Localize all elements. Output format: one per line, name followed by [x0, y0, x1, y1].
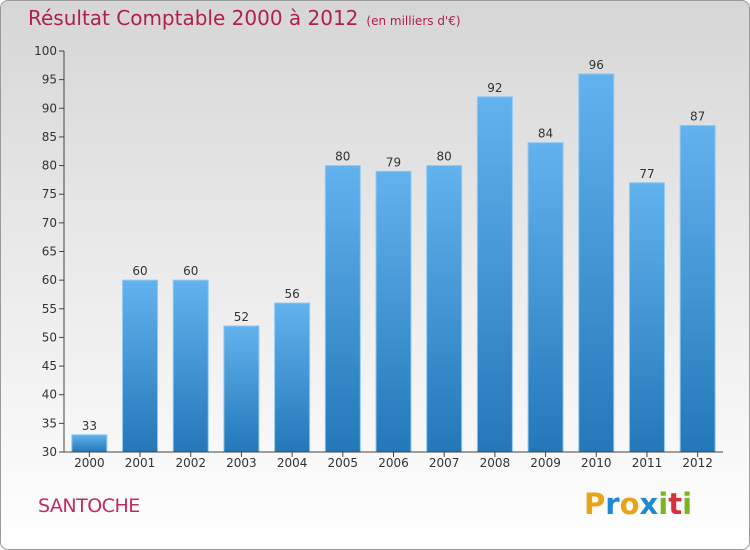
y-tick-label: 90	[42, 101, 57, 115]
bar-value-label: 60	[183, 264, 198, 278]
bar-2008[interactable]	[476, 96, 513, 453]
x-axis: 2000 2001 2002 2003 2004 2005 2006 2007 2008 2009…	[64, 451, 723, 470]
x-tick-label: 2003	[226, 456, 257, 470]
logo-letter: i	[682, 487, 693, 521]
chart-title: Résultat Comptable 2000 à 2012 (en millie…	[28, 6, 461, 30]
bar-value-label: 60	[132, 264, 147, 278]
x-tick-label: 2000	[74, 456, 105, 470]
x-tick-label: 2001	[125, 456, 156, 470]
y-tick-label: 95	[42, 73, 57, 87]
bar-value-label: 80	[335, 150, 350, 164]
y-tick-label: 70	[42, 216, 57, 230]
x-tick-label: 2005	[328, 456, 359, 470]
y-tick-label: 80	[42, 159, 57, 173]
y-tick-label: 30	[42, 445, 57, 459]
bar-2006[interactable]	[375, 170, 412, 453]
y-tick-label: 85	[42, 130, 57, 144]
logo-letter: t	[668, 487, 683, 521]
y-tick-label: 35	[42, 416, 57, 430]
y-axis: 30 35 40 45 50 55 60 65 70 75 80 85 90 95 100	[34, 44, 65, 459]
bar-2012[interactable]	[679, 124, 716, 453]
bar-value-label: 33	[82, 419, 97, 433]
bar-value-label: 52	[234, 310, 249, 324]
commune-name: SANTOCHE	[38, 495, 140, 517]
bar-value-label: 84	[538, 127, 553, 141]
logo-letter: P	[584, 487, 606, 521]
bar-value-label: 77	[639, 167, 654, 181]
y-tick-label: 40	[42, 388, 57, 402]
logo-letter: r	[605, 487, 620, 521]
x-tick-label: 2012	[682, 456, 713, 470]
x-tick-label: 2004	[277, 456, 308, 470]
y-tick-label: 45	[42, 359, 57, 373]
chart-unit: (en milliers d'€)	[366, 14, 461, 28]
x-tick-label: 2006	[378, 456, 409, 470]
bar-value-label: 56	[284, 287, 299, 301]
logo-letter: x	[639, 487, 659, 521]
bar-value-label: 92	[487, 81, 502, 95]
bar-2004[interactable]	[274, 302, 311, 453]
logo-letter: o	[619, 487, 640, 521]
bar-2002[interactable]	[172, 279, 209, 453]
x-tick-label: 2009	[530, 456, 561, 470]
x-tick-label: 2010	[581, 456, 612, 470]
x-tick-label: 2008	[480, 456, 511, 470]
y-tick-label: 100	[34, 44, 57, 58]
bar-value-label: 87	[690, 109, 705, 123]
bar-value-label: 80	[437, 150, 452, 164]
y-tick-label: 60	[42, 273, 57, 287]
bar-value-label: 79	[386, 155, 401, 169]
x-tick-label: 2011	[632, 456, 663, 470]
bar-2000[interactable]	[71, 434, 108, 453]
bar-2005[interactable]	[324, 165, 361, 453]
bar-2001[interactable]	[122, 279, 159, 453]
chart-title-text: Résultat Comptable 2000 à 2012	[28, 6, 359, 30]
bar-value-label: 96	[589, 58, 604, 72]
x-tick-label: 2002	[175, 456, 206, 470]
proxiti-logo[interactable]: Proxiti	[584, 487, 692, 521]
y-tick-label: 65	[42, 245, 57, 259]
logo-letter: i	[658, 487, 669, 521]
y-tick-label: 75	[42, 187, 57, 201]
bar-2011[interactable]	[628, 182, 665, 453]
bar-2007[interactable]	[426, 165, 463, 453]
bar-2010[interactable]	[578, 73, 615, 453]
x-tick-label: 2007	[429, 456, 460, 470]
y-tick-label: 50	[42, 330, 57, 344]
y-tick-label: 55	[42, 302, 57, 316]
bars: 33 60 60 52 56 80 79 80 92 84 96 77 87	[71, 58, 716, 453]
bar-2009[interactable]	[527, 142, 564, 453]
bar-2003[interactable]	[223, 325, 260, 453]
